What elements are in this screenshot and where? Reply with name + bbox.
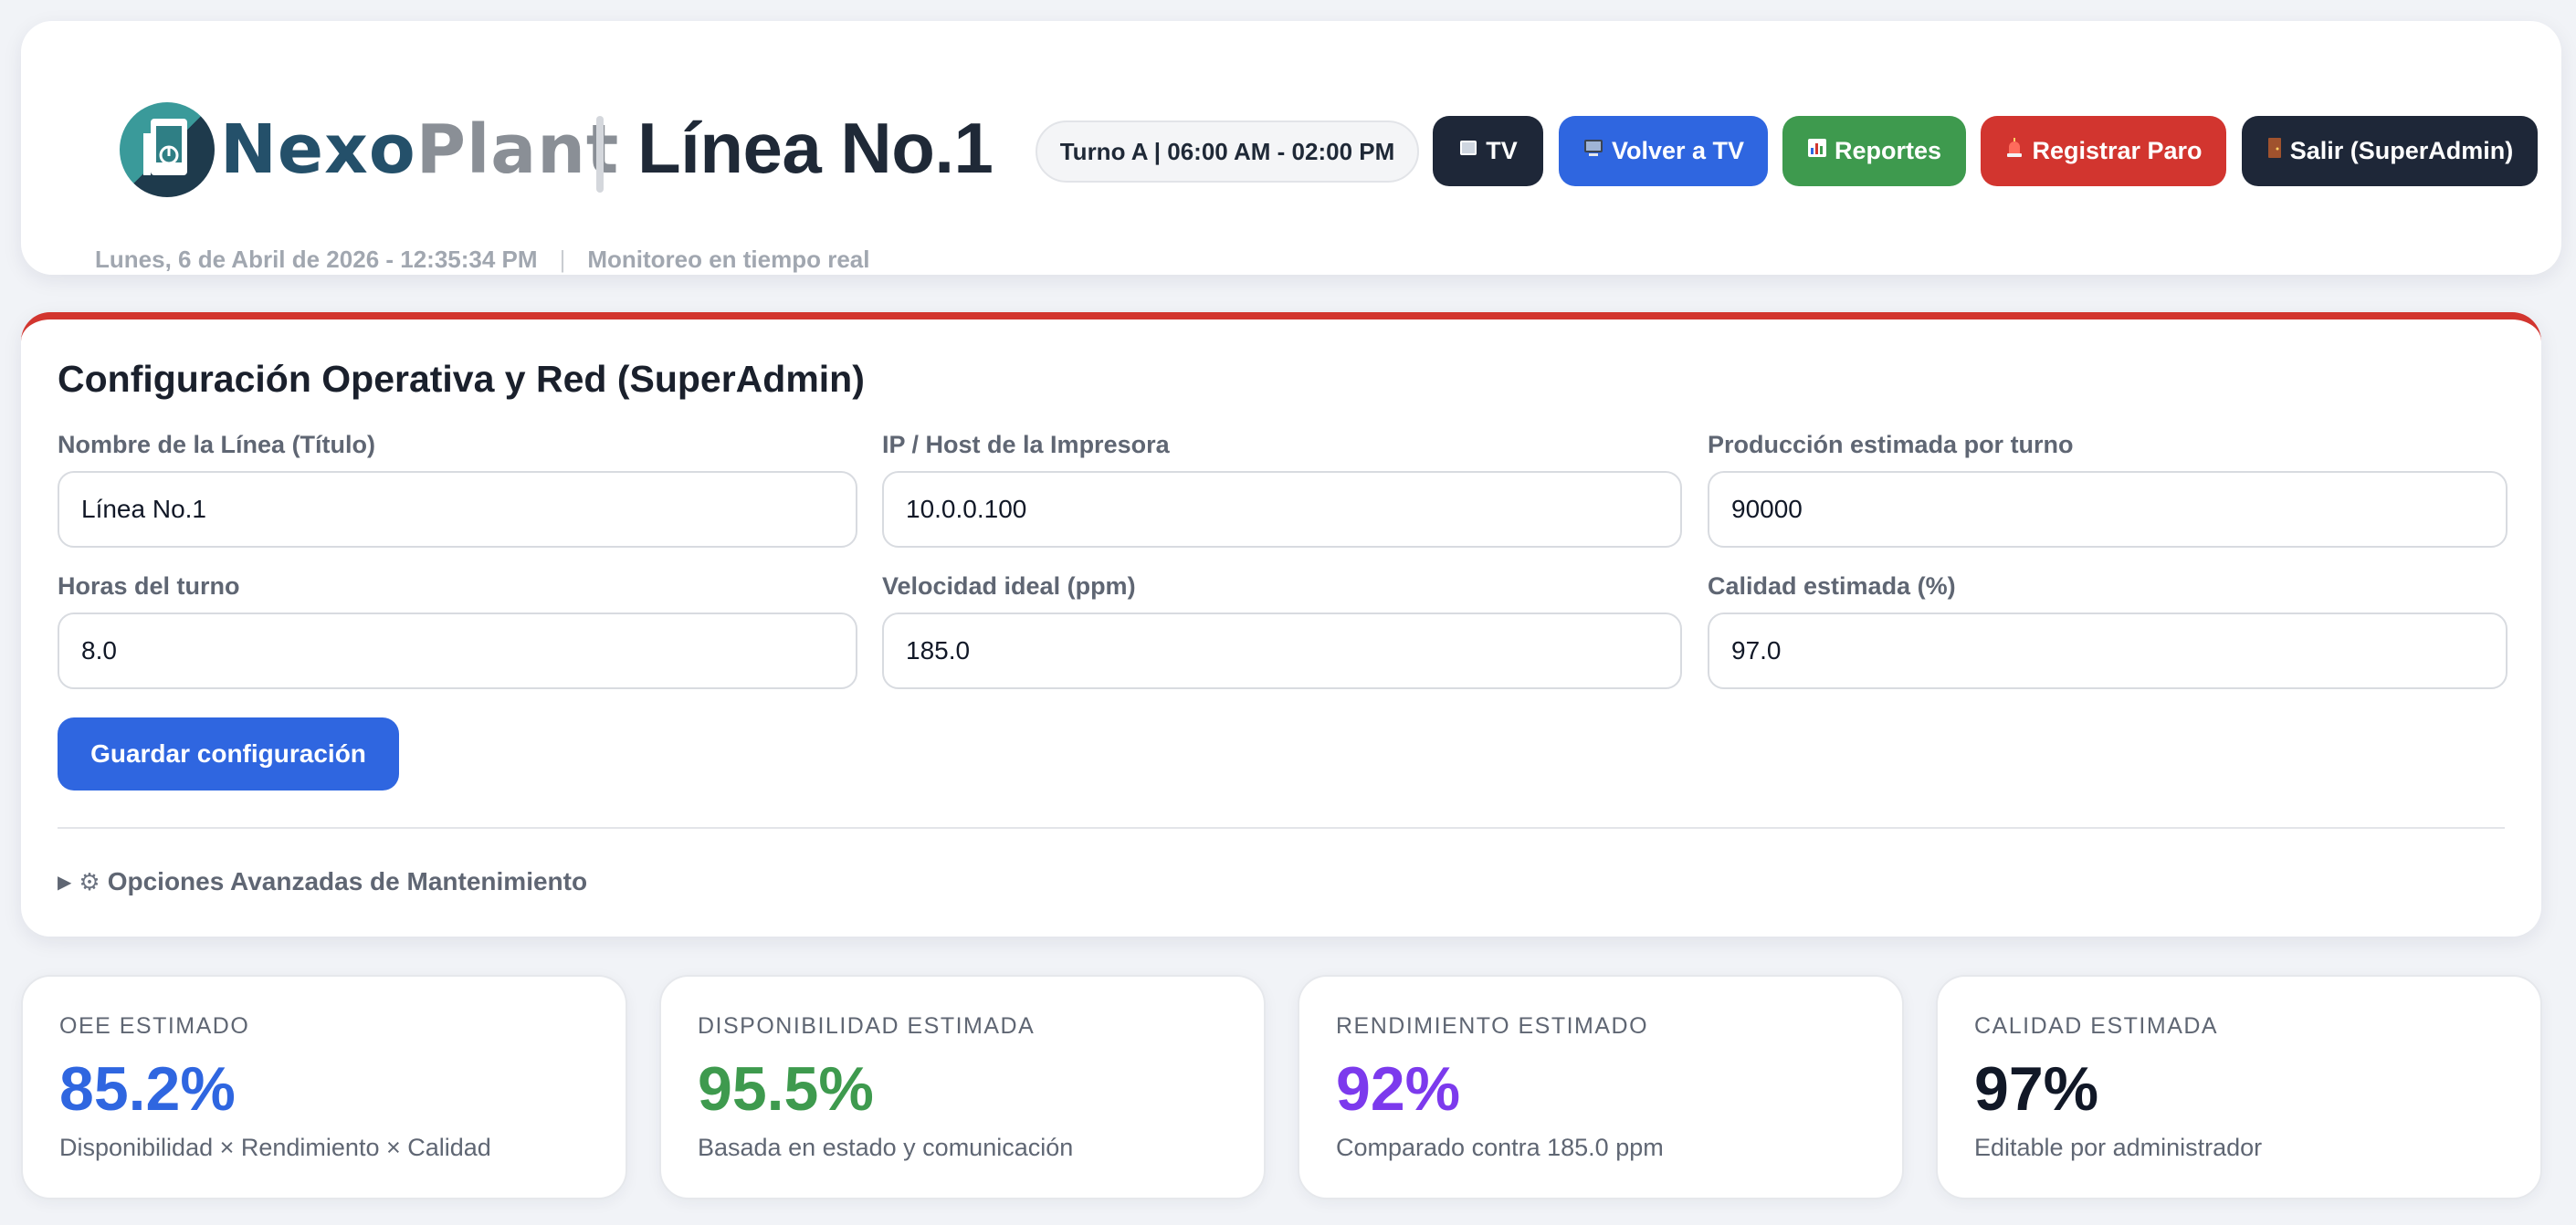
printer-host-label: IP / Host de la Impresora xyxy=(882,431,1170,458)
alarm-light-icon xyxy=(2004,137,2024,165)
advanced-options-toggle[interactable]: ▶ ⚙ Opciones Avanzadas de Mantenimiento xyxy=(58,867,587,896)
current-datetime: Lunes, 6 de Abril de 2026 - 12:35:34 PM xyxy=(95,246,538,273)
kpi-subtext: Editable por administrador xyxy=(1974,1134,2263,1161)
estimated-quality-field[interactable]: 97.0 xyxy=(1708,612,2508,689)
kpi-subtext: Disponibilidad × Rendimiento × Calidad xyxy=(59,1134,491,1161)
config-title: Configuración Operativa y Red (SuperAdmi… xyxy=(58,358,865,400)
kpi-label: RENDIMIENTO ESTIMADO xyxy=(1336,1013,1649,1039)
brand-name-part1: Nexo xyxy=(220,110,416,189)
tv-button-label: TV xyxy=(1486,137,1518,164)
nexoplant-logo-icon xyxy=(120,102,215,197)
shift-badge: Turno A | 06:00 AM - 02:00 PM xyxy=(1036,120,1419,183)
title-divider xyxy=(596,116,604,193)
line-name-label: Nombre de la Línea (Título) xyxy=(58,431,376,458)
kpi-label: OEE ESTIMADO xyxy=(59,1013,250,1039)
ideal-speed-label: Velocidad ideal (ppm) xyxy=(882,572,1136,600)
ideal-speed-field[interactable]: 185.0 xyxy=(882,612,1682,689)
brand-logo[interactable]: NexoPlant xyxy=(120,99,619,200)
kpi-card-oee: OEE ESTIMADO 85.2% Disponibilidad × Rend… xyxy=(21,975,627,1199)
estimated-production-field[interactable]: 90000 xyxy=(1708,471,2508,548)
kpi-card-quality: CALIDAD ESTIMADA 97% Editable por admini… xyxy=(1936,975,2542,1199)
shift-hours-label: Horas del turno xyxy=(58,572,240,600)
config-card: Configuración Operativa y Red (SuperAdmi… xyxy=(21,312,2541,937)
door-icon xyxy=(2266,137,2283,165)
kpi-value: 95.5% xyxy=(698,1054,874,1124)
brand-name-part2: Plant xyxy=(415,110,620,189)
kpi-card-availability: DISPONIBILIDAD ESTIMADA 95.5% Basada en … xyxy=(659,975,1266,1199)
estimated-production-label: Producción estimada por turno xyxy=(1708,431,2074,458)
brand-name: NexoPlant xyxy=(220,110,619,189)
kpi-label: CALIDAD ESTIMADA xyxy=(1974,1013,2219,1039)
kpi-value: 92% xyxy=(1336,1054,1461,1124)
kpi-subtext: Basada en estado y comunicación xyxy=(698,1134,1074,1161)
gear-icon: ⚙ xyxy=(79,867,100,895)
reportes-button-label: Reportes xyxy=(1834,137,1942,164)
advanced-options-label: Opciones Avanzadas de Mantenimiento xyxy=(107,867,588,895)
printer-host-field[interactable]: 10.0.0.100 xyxy=(882,471,1682,548)
estimated-quality-label: Calidad estimada (%) xyxy=(1708,572,1956,600)
header-subline: Lunes, 6 de Abril de 2026 - 12:35:34 PM … xyxy=(95,246,869,274)
bar-chart-icon xyxy=(1807,138,1827,164)
registrar-paro-button-label: Registrar Paro xyxy=(2032,137,2203,164)
salir-button-label: Salir (SuperAdmin) xyxy=(2289,137,2514,164)
monitoring-status: Monitoreo en tiempo real xyxy=(587,246,870,273)
expand-triangle-icon: ▶ xyxy=(58,872,72,893)
salir-button[interactable]: Salir (SuperAdmin) xyxy=(2242,116,2538,186)
registrar-paro-button[interactable]: Registrar Paro xyxy=(1981,116,2226,186)
shift-hours-field[interactable]: 8.0 xyxy=(58,612,857,689)
kpi-value: 85.2% xyxy=(59,1054,236,1124)
kpi-subtext: Comparado contra 185.0 ppm xyxy=(1336,1134,1664,1161)
config-divider xyxy=(58,827,2505,829)
subline-separator: | xyxy=(559,246,566,273)
header-card: NexoPlant Línea No.1 Turno A | 06:00 AM … xyxy=(21,21,2561,275)
kpi-card-performance: RENDIMIENTO ESTIMADO 92% Comparado contr… xyxy=(1298,975,1904,1199)
volver-tv-button-label: Volver a TV xyxy=(1611,137,1745,164)
reportes-button[interactable]: Reportes xyxy=(1782,116,1966,186)
kpi-label: DISPONIBILIDAD ESTIMADA xyxy=(698,1013,1036,1039)
tv-screen-icon xyxy=(1458,138,1478,164)
save-config-button[interactable]: Guardar configuración xyxy=(58,717,399,790)
kpi-value: 97% xyxy=(1974,1054,2099,1124)
tv-button[interactable]: TV xyxy=(1433,116,1543,186)
monitor-icon xyxy=(1582,137,1604,165)
page-title: Línea No.1 xyxy=(637,108,994,188)
volver-tv-button[interactable]: Volver a TV xyxy=(1559,116,1768,186)
line-name-field[interactable]: Línea No.1 xyxy=(58,471,857,548)
